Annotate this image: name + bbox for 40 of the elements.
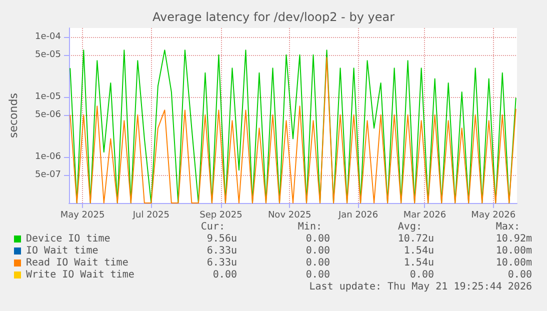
text: Cur: (200, 222, 225, 232)
text: 10.72u (398, 234, 434, 244)
text: 0.00 (306, 246, 330, 256)
x-tick-label: Mar 2026 (403, 210, 446, 220)
x-tick-label: May 2025 (60, 210, 105, 220)
text: 0.00 (306, 270, 330, 280)
y-tick-label: 1e-04 (35, 32, 62, 42)
text: 1.54u (404, 258, 434, 268)
y-axis-title: seconds (7, 92, 20, 138)
text: 0.00 (212, 270, 237, 280)
x-tick-label: May 2026 (471, 210, 516, 220)
x-tick-label: Jan 2026 (337, 210, 378, 220)
y-tick-label: 5e-07 (35, 170, 61, 180)
y-tick-label: 5e-06 (35, 110, 62, 120)
x-tick-label: Nov 2025 (268, 210, 312, 220)
legend-label: Device IO time (26, 234, 110, 244)
legend-label: Write IO Wait time (26, 270, 134, 280)
text: 9.56u (206, 234, 237, 244)
x-tick-label: Jul 2025 (132, 210, 170, 220)
legend-label: IO Wait time (26, 246, 98, 256)
chart-title: Average latency for /dev/loop2 - by year (152, 10, 395, 24)
text: 0.00 (508, 270, 532, 280)
text: 10.00m (496, 246, 532, 256)
text: 0.00 (410, 270, 434, 280)
text: Min: (298, 222, 322, 232)
text: Max: (496, 222, 520, 232)
legend-label: Read IO Wait time (26, 258, 128, 268)
y-tick-label: 5e-05 (35, 50, 61, 60)
text: 6.33u (206, 246, 237, 256)
x-tick-label: Sep 2025 (200, 210, 242, 220)
text: 0.00 (306, 234, 330, 244)
text: 6.33u (206, 258, 237, 268)
text: 1.54u (404, 246, 434, 256)
text: 10.00m (496, 258, 532, 268)
text: 0.00 (306, 258, 330, 268)
y-tick-label: 1e-06 (35, 152, 62, 162)
y-tick-label: 1e-05 (35, 92, 61, 102)
text: 10.92m (496, 234, 532, 244)
text: Last update: Thu May 21 19:25:44 2026 (309, 282, 532, 292)
text: Avg: (398, 222, 422, 232)
